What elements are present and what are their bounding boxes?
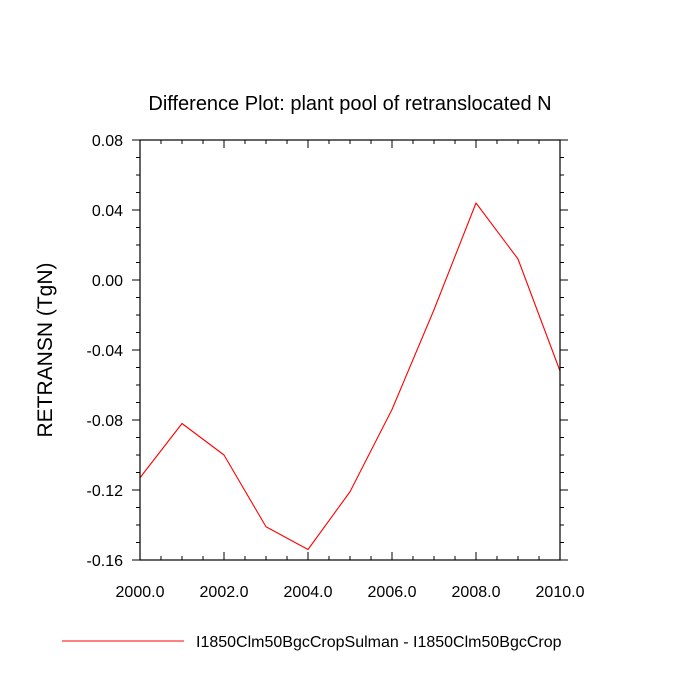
y-tick-label: 0.08 <box>92 133 123 150</box>
y-tick-label: -0.16 <box>87 553 124 570</box>
x-tick-label: 2008.0 <box>452 584 501 601</box>
y-tick-label: -0.04 <box>87 343 124 360</box>
x-tick-label: 2010.0 <box>536 584 585 601</box>
x-tick-label: 2004.0 <box>284 584 333 601</box>
x-tick-label: 2002.0 <box>200 584 249 601</box>
y-tick-label: 0.00 <box>92 273 123 290</box>
legend-label: I1850Clm50BgcCropSulman - I1850Clm50BgcC… <box>196 634 562 651</box>
series-lines <box>139 202 561 551</box>
plot-frame <box>139 139 561 561</box>
y-tick-label: -0.08 <box>87 413 124 430</box>
legend: I1850Clm50BgcCropSulman - I1850Clm50BgcC… <box>62 634 562 651</box>
x-tick-label: 2006.0 <box>368 584 417 601</box>
y-tick-label: 0.04 <box>92 203 123 220</box>
y-axis-label: RETRANSN (TgN) <box>34 262 57 437</box>
y-tick-label: -0.12 <box>87 483 124 500</box>
ticks: 2000.0 2002.0 2004.0 2006.0 2008.0 2010.0 -0.1… <box>87 133 585 601</box>
x-tick-label: 2000.0 <box>116 584 165 601</box>
series-line <box>139 202 561 551</box>
chart-title: Difference Plot: plant pool of retranslo… <box>148 93 551 115</box>
